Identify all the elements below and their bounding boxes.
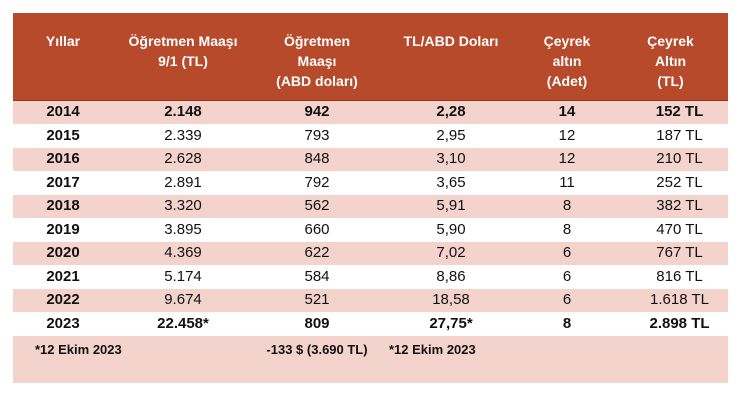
- salary-tl-cell: 3.895: [113, 217, 253, 241]
- table-row: 2015 2.339 793 2,95 12 187 TL: [13, 123, 728, 147]
- gold-count-cell: 8: [521, 193, 613, 218]
- salary-tl-cell: 2.628: [113, 146, 253, 171]
- data-table-container: Yıllar Öğretmen Maaşı 9/1 (TL) Öğretmen Maaş…: [13, 13, 728, 396]
- salary-tl-cell: 2.339: [113, 123, 253, 147]
- salary-usd-cell: 942: [253, 99, 381, 124]
- gold-count-cell: 11: [521, 170, 613, 194]
- header-line: Öğretmen Maaşı: [128, 33, 238, 49]
- exchange-rate-cell: 5,91: [381, 193, 521, 218]
- header-line: Çeyrek: [543, 33, 591, 49]
- gold-price-cell: 816 TL: [613, 264, 728, 288]
- exchange-rate-cell: 3,10: [381, 146, 521, 171]
- exchange-rate-cell: 7,02: [381, 240, 521, 265]
- gold-price-cell: 382 TL: [613, 193, 728, 218]
- gold-price-cell: 187 TL: [613, 123, 728, 147]
- notes-row: *12 Ekim 2023 -133 $ (3.690 TL) *12 Ekim…: [13, 334, 728, 383]
- salary-tl-cell: 9.674: [113, 287, 253, 312]
- header-row: Yıllar Öğretmen Maaşı 9/1 (TL) Öğretmen Maaş…: [13, 13, 728, 101]
- year-cell: 2021: [13, 264, 113, 288]
- salary-usd-cell: 809: [253, 311, 381, 335]
- header-line: (ABD doları): [276, 73, 358, 89]
- year-cell: 2023: [13, 311, 113, 335]
- salary-tl-cell: 2.148: [113, 99, 253, 124]
- gold-price-cell: 252 TL: [613, 170, 728, 194]
- exchange-rate-cell: 2,95: [381, 123, 521, 147]
- gold-price-cell: 1.618 TL: [613, 287, 728, 312]
- empty-cell: [521, 334, 613, 383]
- salary-usd-cell: 562: [253, 193, 381, 218]
- header-quarter-gold-tl: Çeyrek Altın (TL): [613, 13, 728, 101]
- header-line: altın: [552, 53, 582, 69]
- header-line: (TL): [657, 73, 684, 89]
- year-cell: 2020: [13, 240, 113, 265]
- gold-count-cell: 14: [521, 99, 613, 124]
- header-line: Maaşı: [297, 53, 337, 69]
- salary-tl-cell: 2.891: [113, 170, 253, 194]
- salary-tl-cell: 4.369: [113, 240, 253, 265]
- year-cell: 2014: [13, 99, 113, 124]
- exchange-rate-cell: 27,75*: [381, 311, 521, 335]
- exchange-rate-cell: 2,28: [381, 99, 521, 124]
- header-line: Öğretmen: [283, 33, 351, 49]
- header-line: (Adet): [546, 73, 588, 89]
- salary-usd-cell: 848: [253, 146, 381, 171]
- gold-count-cell: 6: [521, 264, 613, 288]
- header-line: 9/1 (TL): [158, 53, 208, 69]
- year-cell: 2017: [13, 170, 113, 194]
- usd-footnote: -133 $ (3.690 TL): [253, 334, 381, 383]
- gold-count-cell: 12: [521, 146, 613, 171]
- table-row: 2018 3.320 562 5,91 8 382 TL: [13, 193, 728, 218]
- gold-price-cell: 767 TL: [613, 240, 728, 265]
- salary-usd-cell: 622: [253, 240, 381, 265]
- exchange-rate-cell: 5,90: [381, 217, 521, 241]
- header-years: Yıllar: [13, 13, 113, 101]
- table-body: 2014 2.148 942 2,28 14 152 TL 2015 2.339 793 2,95…: [13, 99, 728, 335]
- rate-footnote: *12 Ekim 2023: [381, 334, 521, 383]
- salary-tl-cell: 5.174: [113, 264, 253, 288]
- year-cell: 2018: [13, 193, 113, 218]
- gold-price-cell: 2.898 TL: [613, 311, 728, 335]
- salary-usd-cell: 660: [253, 217, 381, 241]
- salary-usd-cell: 793: [253, 123, 381, 147]
- table-row: 2016 2.628 848 3,10 12 210 TL: [13, 146, 728, 171]
- header-quarter-gold-count: Çeyrek altın (Adet): [521, 13, 613, 101]
- gold-count-cell: 6: [521, 287, 613, 312]
- table-row: 2022 9.674 521 18,58 6 1.618 TL: [13, 287, 728, 312]
- year-cell: 2016: [13, 146, 113, 171]
- exchange-rate-cell: 18,58: [381, 287, 521, 312]
- header-line: Çeyrek: [647, 33, 694, 49]
- header-teacher-salary-tl: Öğretmen Maaşı 9/1 (TL): [113, 13, 253, 101]
- table-row: 2023 22.458* 809 27,75* 8 2.898 TL: [13, 311, 728, 335]
- salary-usd-cell: 521: [253, 287, 381, 312]
- salary-tl-cell: 3.320: [113, 193, 253, 218]
- header-line: TL/ABD Doları: [403, 33, 499, 49]
- year-cell: 2019: [13, 217, 113, 241]
- table-row: 2014 2.148 942 2,28 14 152 TL: [13, 99, 728, 124]
- gold-count-cell: 8: [521, 311, 613, 335]
- gold-price-cell: 470 TL: [613, 217, 728, 241]
- salary-usd-cell: 792: [253, 170, 381, 194]
- table-row: 2019 3.895 660 5,90 8 470 TL: [13, 217, 728, 241]
- header-line: Altın: [654, 53, 687, 69]
- header-teacher-salary-usd: Öğretmen Maaşı (ABD doları): [253, 13, 381, 101]
- gold-count-cell: 12: [521, 123, 613, 147]
- table-row: 2020 4.369 622 7,02 6 767 TL: [13, 240, 728, 265]
- salary-tl-cell: 22.458*: [113, 311, 253, 335]
- exchange-rate-cell: 8,86: [381, 264, 521, 288]
- salary-footnote: *12 Ekim 2023: [13, 334, 253, 383]
- table-row: 2021 5.174 584 8,86 6 816 TL: [13, 264, 728, 288]
- header-tl-usd-rate: TL/ABD Doları: [381, 13, 521, 101]
- empty-cell: [613, 334, 728, 383]
- year-cell: 2022: [13, 287, 113, 312]
- exchange-rate-cell: 3,65: [381, 170, 521, 194]
- gold-count-cell: 6: [521, 240, 613, 265]
- gold-price-cell: 152 TL: [613, 99, 728, 124]
- table-row: 2017 2.891 792 3,65 11 252 TL: [13, 170, 728, 194]
- gold-count-cell: 8: [521, 217, 613, 241]
- header-line: Yıllar: [45, 33, 81, 49]
- gold-price-cell: 210 TL: [613, 146, 728, 171]
- year-cell: 2015: [13, 123, 113, 147]
- salary-gold-table: Yıllar Öğretmen Maaşı 9/1 (TL) Öğretmen Maaş…: [13, 13, 728, 383]
- salary-usd-cell: 584: [253, 264, 381, 288]
